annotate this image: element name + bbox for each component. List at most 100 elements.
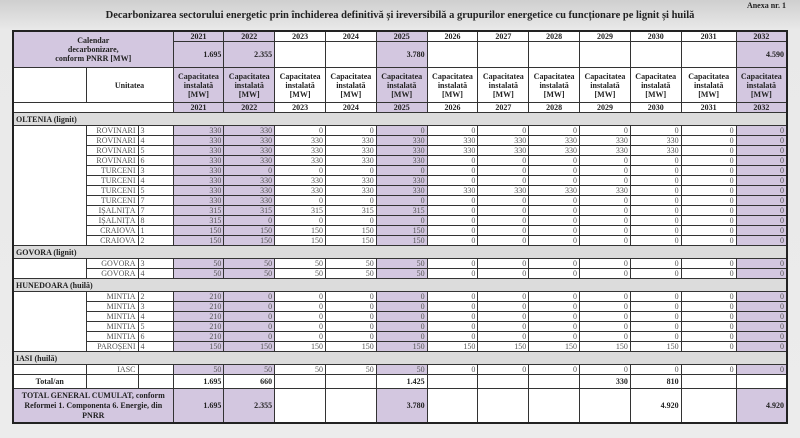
capacity-value: 50 bbox=[324, 364, 377, 375]
capacity-value: 0 bbox=[629, 215, 682, 226]
calendar-value bbox=[477, 41, 530, 68]
capacity-value: 0 bbox=[680, 135, 737, 146]
capacity-value: 0 bbox=[324, 311, 377, 322]
capacity-header: Capacitatea instalată [MW] bbox=[680, 67, 737, 103]
blank-cell bbox=[12, 102, 174, 113]
capacity-value: 0 bbox=[426, 125, 479, 136]
capacity-value: 0 bbox=[735, 301, 788, 312]
unit-header: Unitatea bbox=[85, 67, 174, 103]
capacity-value: 150 bbox=[579, 341, 631, 352]
capacity-value: 0 bbox=[528, 225, 581, 236]
year-header: 2021 bbox=[172, 30, 225, 42]
capacity-value: 0 bbox=[477, 155, 530, 166]
capacity-value: 330 bbox=[274, 185, 326, 196]
capacity-value: 0 bbox=[579, 205, 631, 216]
year-header: 2024 bbox=[324, 102, 377, 113]
year-header: 2032 bbox=[735, 102, 788, 113]
capacity-value: 0 bbox=[324, 165, 377, 176]
unit-name: GOVORA bbox=[85, 258, 139, 269]
total-cumulative-value: 4.920 bbox=[629, 388, 682, 424]
capacity-value: 0 bbox=[680, 125, 737, 136]
capacity-value: 0 bbox=[735, 175, 788, 186]
header-years-row-2: 2021 2022 2023 2024 2025 2026 2027 2028 2029 2030… bbox=[12, 102, 788, 113]
year-header: 2026 bbox=[426, 102, 479, 113]
capacity-value: 0 bbox=[477, 321, 530, 332]
group-number: 3 bbox=[137, 258, 174, 269]
capacity-value: 330 bbox=[172, 185, 225, 196]
unit-name: MINTIA bbox=[85, 291, 139, 302]
total-cumulative-value: 3.780 bbox=[375, 388, 428, 424]
unit-name: ROVINARI bbox=[85, 125, 139, 136]
total-year-label: Total/an bbox=[12, 374, 87, 389]
capacity-value: 150 bbox=[375, 341, 428, 352]
capacity-value: 0 bbox=[324, 215, 377, 226]
group-number: 4 bbox=[137, 175, 174, 186]
capacity-value: 150 bbox=[172, 341, 225, 352]
table-row: CRAIOVA 1 150 150 150 150 150 0 0 0 0 0 0 0 bbox=[13, 225, 788, 236]
calendar-value bbox=[579, 41, 631, 68]
unit-name: ROVINARI bbox=[85, 135, 139, 146]
table-row: CRAIOVA 2 150 150 150 150 150 0 0 0 0 0 0 0 bbox=[13, 235, 788, 246]
capacity-header: Capacitatea instalată [MW] bbox=[579, 67, 631, 103]
capacity-value: 50 bbox=[274, 364, 326, 375]
capacity-value: 0 bbox=[579, 364, 631, 375]
total-cumulative-value: 1.695 bbox=[172, 388, 225, 424]
capacity-value: 0 bbox=[629, 291, 682, 302]
unit-name: CRAIOVA bbox=[85, 235, 139, 246]
capacity-value: 0 bbox=[680, 175, 737, 186]
capacity-value: 0 bbox=[528, 125, 581, 136]
capacity-value: 0 bbox=[735, 235, 788, 246]
capacity-header: Capacitatea instalată [MW] bbox=[735, 67, 788, 103]
capacity-value: 0 bbox=[735, 225, 788, 236]
group-number: 5 bbox=[137, 321, 174, 332]
capacity-value: 50 bbox=[223, 268, 276, 279]
table-row: TURCENI 3 330 0 0 0 0 0 0 0 0 0 0 0 bbox=[13, 165, 788, 176]
capacity-value: 330 bbox=[172, 145, 225, 156]
capacity-value: 150 bbox=[477, 341, 530, 352]
total-year-value bbox=[477, 374, 530, 389]
section-title: HUNEDOARA (huilă) bbox=[13, 278, 787, 292]
year-header: 2031 bbox=[680, 102, 737, 113]
capacity-header: Capacitatea instalată [MW] bbox=[375, 67, 428, 103]
capacity-value: 0 bbox=[375, 321, 428, 332]
capacity-value: 0 bbox=[680, 215, 737, 226]
capacity-value: 330 bbox=[629, 135, 682, 146]
capacity-value: 0 bbox=[579, 321, 631, 332]
capacity-header: Capacitatea instalată [MW] bbox=[324, 67, 377, 103]
capacity-value: 0 bbox=[579, 258, 631, 269]
capacity-value: 315 bbox=[324, 205, 377, 216]
group-number: 6 bbox=[137, 331, 174, 342]
capacity-value: 0 bbox=[477, 205, 530, 216]
year-header: 2029 bbox=[579, 102, 631, 113]
capacity-value: 0 bbox=[680, 321, 737, 332]
capacity-value: 150 bbox=[324, 341, 377, 352]
total-cumulative-value bbox=[528, 388, 581, 424]
capacity-value: 330 bbox=[223, 145, 276, 156]
capacity-value: 150 bbox=[172, 225, 225, 236]
capacity-value: 0 bbox=[735, 311, 788, 322]
capacity-value: 50 bbox=[375, 364, 428, 375]
table-row: PAROȘENI 4 150 150 150 150 150 150 150 150 150 150 0… bbox=[13, 341, 788, 352]
year-header: 2031 bbox=[680, 30, 737, 42]
capacity-value: 330 bbox=[477, 185, 530, 196]
capacity-value: 330 bbox=[477, 145, 530, 156]
table-row: TURCENI 4 330 330 330 330 330 0 0 0 0 0 0 0 bbox=[13, 175, 788, 186]
capacity-value: 0 bbox=[528, 291, 581, 302]
capacity-value: 0 bbox=[477, 268, 530, 279]
table-row: MINTIA 4 210 0 0 0 0 0 0 0 0 0 0 0 bbox=[13, 311, 788, 322]
capacity-value: 330 bbox=[477, 135, 530, 146]
year-header: 2023 bbox=[274, 30, 326, 42]
capacity-value: 0 bbox=[274, 331, 326, 342]
capacity-value: 0 bbox=[274, 195, 326, 206]
capacity-value: 330 bbox=[172, 125, 225, 136]
capacity-header: Capacitatea instalată [MW] bbox=[528, 67, 581, 103]
year-header: 2030 bbox=[629, 30, 682, 42]
capacity-value: 0 bbox=[735, 165, 788, 176]
blank-cell bbox=[12, 258, 87, 279]
capacity-value: 330 bbox=[375, 155, 428, 166]
section-header: IASI (huilă) bbox=[13, 351, 787, 365]
capacity-value: 330 bbox=[172, 155, 225, 166]
unit-name: MINTIA bbox=[85, 311, 139, 322]
group-number: 5 bbox=[137, 185, 174, 196]
capacity-value: 330 bbox=[172, 195, 225, 206]
